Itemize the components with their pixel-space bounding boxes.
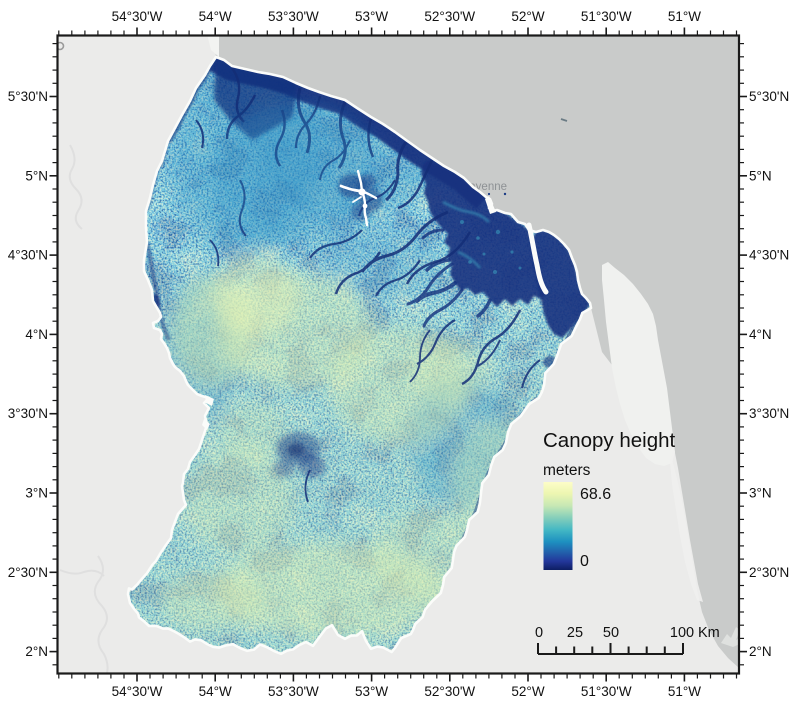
svg-text:5°30'N: 5°30'N [749,89,789,104]
svg-text:53°W: 53°W [355,684,388,699]
svg-text:52°30'W: 52°30'W [424,9,475,24]
svg-text:2°30'N: 2°30'N [749,565,789,580]
svg-text:3°30'N: 3°30'N [8,406,48,421]
svg-text:4°N: 4°N [25,327,48,342]
svg-text:4°30'N: 4°30'N [749,248,789,263]
svg-text:52°W: 52°W [511,9,544,24]
svg-text:5°N: 5°N [25,168,48,183]
svg-text:Km: Km [698,625,720,641]
svg-text:54°30'W: 54°30'W [112,684,163,699]
svg-text:51°W: 51°W [668,9,701,24]
svg-text:100: 100 [670,625,694,641]
svg-text:50: 50 [603,625,619,641]
svg-text:3°N: 3°N [749,486,772,501]
svg-text:5°N: 5°N [749,168,772,183]
svg-text:53°30'W: 53°30'W [268,9,319,24]
svg-text:53°30'W: 53°30'W [268,684,319,699]
svg-text:4°30'N: 4°30'N [8,248,48,263]
svg-text:5°30'N: 5°30'N [8,89,48,104]
svg-text:53°W: 53°W [355,9,388,24]
svg-text:0: 0 [580,553,589,570]
svg-text:54°W: 54°W [199,684,232,699]
svg-text:3°N: 3°N [25,486,48,501]
svg-text:54°30'W: 54°30'W [112,9,163,24]
svg-text:meters: meters [543,462,591,479]
svg-text:3°30'N: 3°30'N [749,406,789,421]
svg-text:2°N: 2°N [749,644,772,659]
svg-text:2°N: 2°N [25,644,48,659]
svg-text:52°30'W: 52°30'W [424,684,475,699]
svg-text:52°W: 52°W [511,684,544,699]
svg-text:54°W: 54°W [199,9,232,24]
svg-text:68.6: 68.6 [580,486,611,503]
svg-text:51°W: 51°W [668,684,701,699]
svg-text:51°30'W: 51°30'W [581,9,632,24]
svg-text:25: 25 [567,625,583,641]
svg-text:Canopy height: Canopy height [543,429,676,452]
svg-text:2°30'N: 2°30'N [8,565,48,580]
svg-text:4°N: 4°N [749,327,772,342]
svg-text:0: 0 [535,625,543,641]
svg-text:51°30'W: 51°30'W [581,684,632,699]
